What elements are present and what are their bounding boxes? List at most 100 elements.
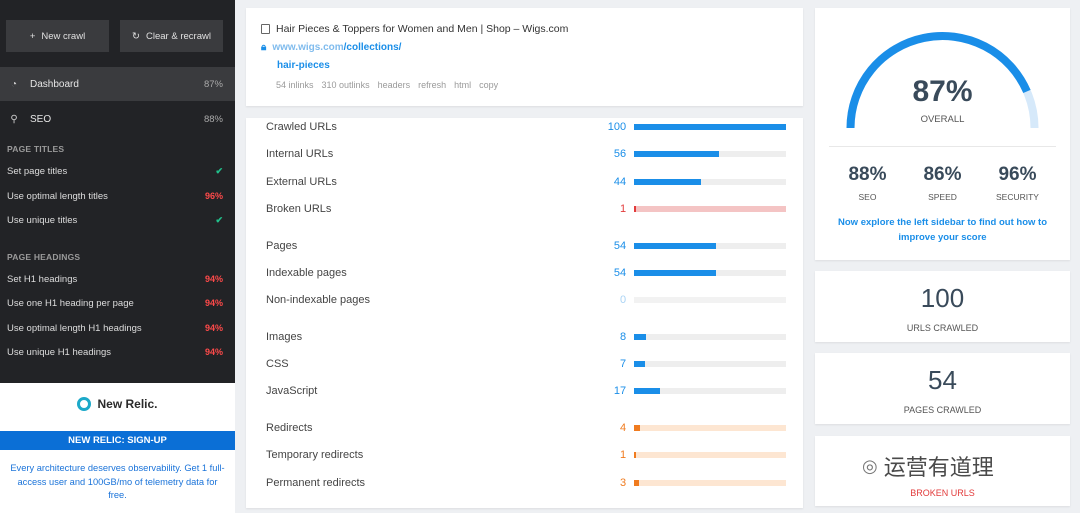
score-value: 86%: [923, 164, 962, 185]
stat-label: CSS: [266, 358, 289, 370]
score-value: 96%: [998, 164, 1037, 185]
stat-bar-fill: [634, 151, 720, 157]
logo-text: New Relic.: [97, 397, 158, 411]
stat-row[interactable]: Images 8: [266, 328, 786, 346]
score-label: SECURITY: [996, 192, 1039, 202]
url-action-link[interactable]: 54 inlinks: [276, 80, 314, 90]
url-path-continued[interactable]: hair-pieces: [277, 60, 330, 71]
sidebar-item-one-h1[interactable]: Use one H1 heading per page 94%: [7, 298, 223, 309]
score-card: 87% OVERALL 88% SEO 86% SPEED 96% SECURI…: [815, 8, 1070, 260]
clear-recrawl-label: Clear & recrawl: [146, 30, 211, 42]
stat-row[interactable]: JavaScript 17: [266, 382, 786, 400]
clear-recrawl-button[interactable]: ↻ Clear & recrawl: [120, 20, 223, 52]
stat-row[interactable]: Crawled URLs 100: [266, 118, 786, 136]
sidebar-item-set-h1[interactable]: Set H1 headings 94%: [7, 274, 223, 285]
stat-bar-track: [634, 361, 786, 367]
pages-crawled-value: 54: [928, 365, 957, 395]
sponsor-promo: New Relic. NEW RELIC: SIGN-UP Every arch…: [0, 383, 235, 513]
sidebar-item-seo[interactable]: ⚲ SEO 88%: [0, 102, 235, 136]
stat-bar-fill: [634, 388, 660, 394]
stat-row[interactable]: Internal URLs 56: [266, 145, 786, 163]
watermark-text: 运营有道理: [883, 456, 994, 481]
url-action-link[interactable]: headers: [377, 80, 411, 90]
url-action-link[interactable]: refresh: [418, 80, 447, 90]
stat-bar-fill: [634, 480, 639, 486]
stat-row[interactable]: Indexable pages 54: [266, 264, 786, 282]
crawl-stats-card: Crawled URLs 100 Internal URLs 56 External U…: [246, 118, 803, 508]
lock-icon: 🔒︎: [261, 42, 267, 53]
new-crawl-button[interactable]: + New crawl: [6, 20, 109, 52]
speed-score: 86% SPEED: [900, 164, 985, 202]
sidebar-item-optimal-h1[interactable]: Use optimal length H1 headings 94%: [7, 323, 223, 334]
stat-label: Permanent redirects: [266, 477, 366, 489]
sidebar-item-score: 87%: [203, 78, 223, 90]
urls-crawled-value: 100: [920, 283, 965, 313]
document-icon: [261, 24, 270, 34]
stat-row[interactable]: Temporary redirects 1: [266, 446, 786, 464]
gauge-fill: [846, 32, 1031, 129]
stat-bar-fill: [634, 179, 701, 185]
page-title-text: Hair Pieces & Toppers for Women and Men …: [276, 23, 569, 35]
stat-label: Indexable pages: [266, 267, 347, 279]
page-url-link[interactable]: 🔒︎ www.wigs.com/collections/: [261, 42, 401, 53]
explore-hint: Now explore the left sidebar to find out…: [838, 217, 1047, 243]
promo-text[interactable]: Every architecture deserves observabilit…: [10, 463, 225, 500]
url-action-link[interactable]: 310 outlinks: [321, 80, 370, 90]
score-value: 88%: [848, 164, 887, 185]
sidebar-item-unique-titles[interactable]: Use unique titles ✔: [7, 215, 223, 226]
sidebar-item-label: Use one H1 heading per page: [7, 298, 134, 309]
gauge-icon: ◔: [10, 78, 18, 90]
sidebar-item-optimal-length-titles[interactable]: Use optimal length titles 96%: [7, 191, 223, 202]
sidebar-item-set-page-titles[interactable]: Set page titles ✔: [7, 166, 223, 177]
sidebar-item-label: Use unique titles: [7, 215, 78, 226]
url-path: /collections/: [343, 42, 402, 53]
url-action-link[interactable]: copy: [479, 80, 499, 90]
stat-value: 7: [620, 358, 627, 370]
stat-row[interactable]: Non-indexable pages 0: [266, 291, 786, 309]
sidebar-item-label: Set H1 headings: [7, 274, 78, 285]
score-label: SPEED: [928, 192, 957, 202]
url-action-link[interactable]: html: [454, 80, 472, 90]
stat-bar-track: [634, 425, 786, 431]
sidebar: + New crawl ↻ Clear & recrawl ◔ Dashboar…: [0, 0, 235, 513]
status-badge: 94%: [204, 347, 223, 357]
stat-value: 4: [620, 422, 627, 434]
stat-value: 56: [613, 148, 627, 160]
stat-row[interactable]: External URLs 44: [266, 173, 786, 191]
section-heading-page-titles: PAGE TITLES: [7, 144, 65, 154]
section-heading-page-headings: PAGE HEADINGS: [7, 252, 81, 262]
refresh-icon: ↻: [132, 30, 141, 42]
security-score: 96% SECURITY: [975, 164, 1060, 202]
search-icon: ⚲: [10, 113, 18, 125]
stat-bar-fill: [634, 270, 717, 276]
plus-icon: +: [29, 30, 36, 42]
stat-bar-fill: [634, 206, 637, 212]
sign-up-link[interactable]: NEW RELIC: SIGN-UP: [0, 431, 235, 450]
stat-value: 8: [620, 331, 627, 343]
stat-row[interactable]: Broken URLs 1: [266, 200, 786, 218]
urls-crawled-card: 100 URLS CRAWLED: [815, 271, 1070, 342]
stat-label: Pages: [266, 240, 298, 252]
stat-value: 17: [613, 385, 627, 397]
sidebar-item-label: Dashboard: [30, 78, 79, 90]
check-icon: ✔: [215, 166, 223, 176]
sidebar-item-label: Set page titles: [7, 166, 68, 177]
stat-bar-track: [634, 480, 786, 486]
sidebar-item-score: 88%: [203, 113, 223, 125]
stat-row[interactable]: Pages 54: [266, 237, 786, 255]
score-label: SEO: [858, 192, 877, 202]
stat-label: Non-indexable pages: [266, 294, 370, 306]
stat-bar-track: [634, 179, 786, 185]
sidebar-item-dashboard[interactable]: ◔ Dashboard 87%: [0, 67, 235, 101]
stat-label: Crawled URLs: [266, 121, 337, 133]
pages-crawled-label: PAGES CRAWLED: [903, 405, 982, 415]
stat-row[interactable]: Redirects 4: [266, 419, 786, 437]
sidebar-item-unique-h1[interactable]: Use unique H1 headings 94%: [7, 347, 223, 358]
stat-row[interactable]: Permanent redirects 3: [266, 474, 786, 492]
stat-row[interactable]: CSS 7: [266, 355, 786, 373]
new-relic-logo[interactable]: New Relic.: [0, 397, 235, 411]
stat-label: External URLs: [266, 176, 337, 188]
stat-bar-track: [634, 151, 786, 157]
stat-label: Broken URLs: [266, 203, 332, 215]
urls-crawled-label: URLS CRAWLED: [906, 323, 979, 333]
